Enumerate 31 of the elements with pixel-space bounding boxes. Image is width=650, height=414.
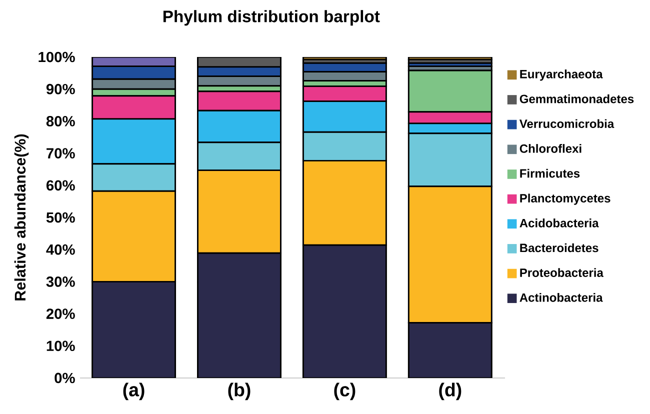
y-tick-label: 60% — [46, 180, 75, 191]
chart-title: Phylum distribution barplot — [163, 10, 380, 26]
y-tick-label: 30% — [46, 276, 75, 287]
x-tick-label: (d) — [439, 382, 462, 400]
legend-label: Acidobacteria — [520, 218, 599, 228]
bar — [302, 244, 387, 378]
y-tick-label: 10% — [46, 340, 75, 352]
y-tick-label: 20% — [46, 308, 75, 319]
legend-label: Firmicutes — [520, 168, 580, 178]
bar — [197, 252, 282, 378]
legend-label: Actinobacteria — [520, 293, 603, 302]
y-tick-label: 100% — [38, 52, 75, 62]
y-tick-label: 70% — [46, 148, 75, 158]
x-tick-label: (c) — [334, 382, 356, 400]
legend-label: Euryarchaeota — [520, 70, 603, 81]
x-tick-label: (a) — [123, 382, 144, 400]
bar — [92, 280, 176, 378]
y-tick-label: 50% — [46, 212, 75, 223]
y-tick-label: 90% — [46, 84, 75, 94]
legend-label: Verrucomicrobia — [519, 119, 614, 128]
y-tick-label: 80% — [46, 116, 75, 126]
legend-label: Planctomycetes — [520, 194, 610, 205]
y-tick-label: 40% — [46, 244, 75, 255]
legend-label: Bacteroidetes — [520, 243, 598, 252]
bar — [408, 322, 492, 378]
legend-label: Proteobacteria — [520, 268, 604, 278]
y-tick-label: 0% — [54, 372, 75, 384]
legend-label: Chloroflexi — [520, 144, 582, 153]
x-tick-label: (b) — [228, 382, 250, 400]
legend-label: Gemmatimonadetes — [520, 94, 634, 104]
y-axis-title: Relative abundance(%) — [14, 134, 29, 300]
